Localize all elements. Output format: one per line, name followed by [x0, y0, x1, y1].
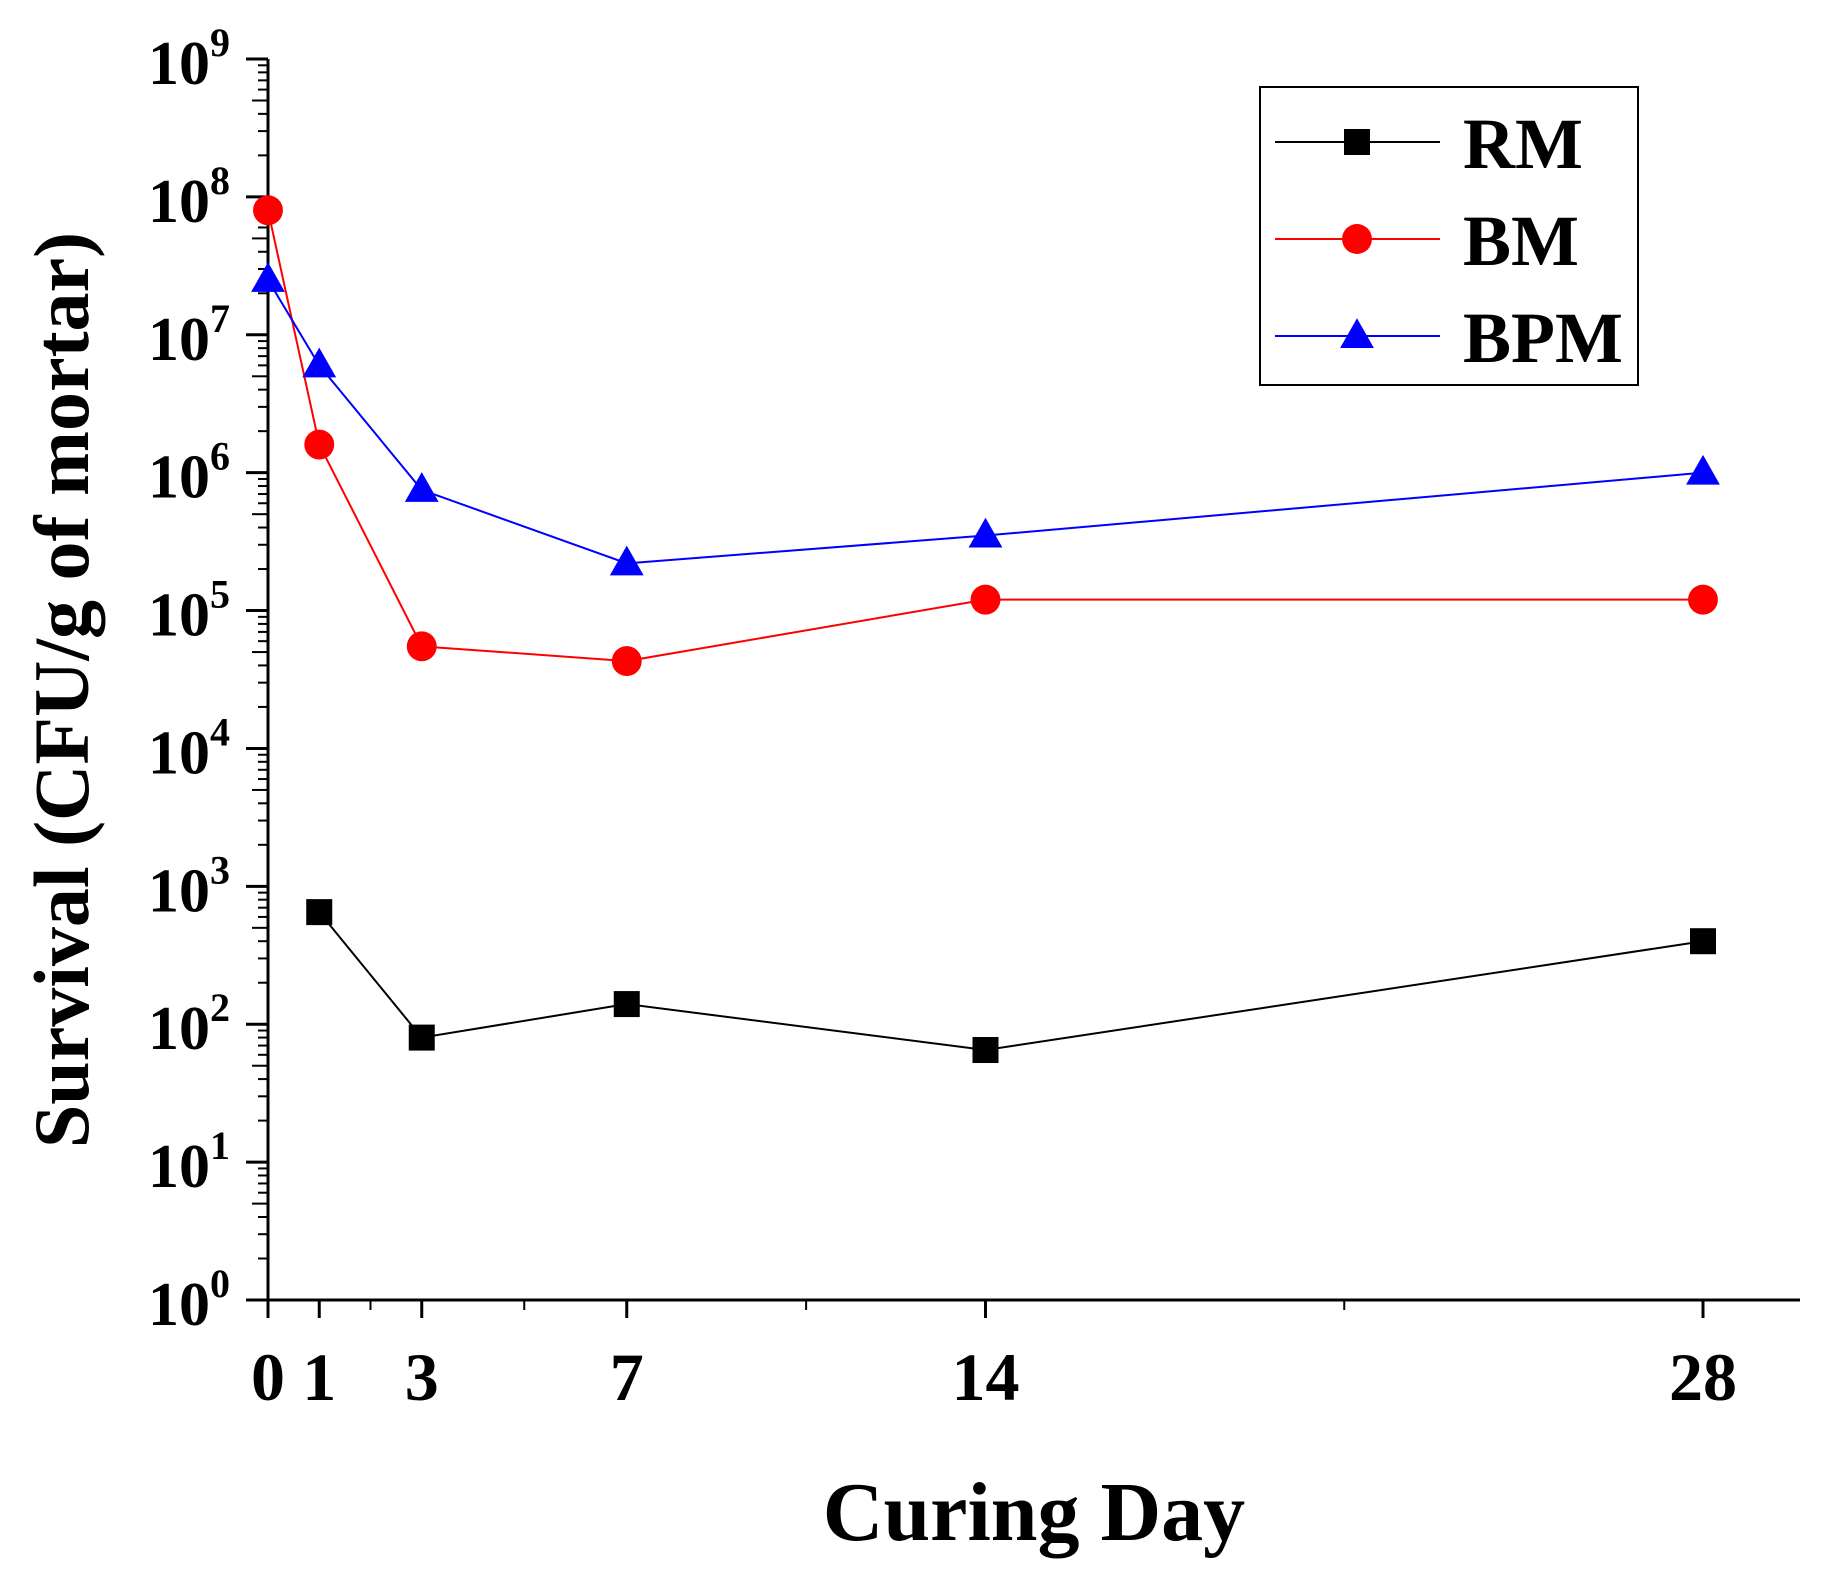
y-tick-base: 10	[148, 1133, 210, 1201]
y-tick-exponent: 6	[210, 434, 230, 479]
legend-marker-rm	[1344, 129, 1370, 155]
data-point-bpm	[968, 517, 1003, 548]
y-tick-label: 106	[148, 434, 230, 512]
data-point-bpm	[1686, 454, 1720, 485]
x-axis-title: Curing Day	[823, 1466, 1245, 1559]
y-tick-base: 10	[148, 719, 210, 787]
data-point-rm	[613, 991, 640, 1018]
y-tick-label: 101	[148, 1123, 230, 1201]
y-tick-label: 105	[148, 572, 230, 650]
legend-label-rm: RM	[1463, 104, 1583, 184]
data-point-bm	[970, 584, 1001, 615]
data-point-bm	[253, 195, 283, 226]
series-line-bpm	[267, 279, 1704, 565]
series-bpm	[251, 262, 1720, 576]
y-tick-label: 107	[148, 296, 230, 374]
y-tick-base: 10	[148, 995, 210, 1063]
y-tick-exponent: 5	[210, 572, 230, 617]
y-tick-exponent: 4	[210, 709, 230, 754]
data-point-bm	[1688, 584, 1718, 615]
series-line-rm	[318, 911, 1704, 1052]
x-ticks: 0 1 3 7 14 28	[251, 1300, 1737, 1415]
series-line-bm	[267, 210, 1703, 663]
y-tick-base: 10	[148, 30, 210, 98]
data-point-rm	[972, 1037, 999, 1064]
y-tick-label: 104	[148, 709, 230, 787]
data-point-bpm	[404, 472, 439, 502]
legend-marker-bpm	[1340, 318, 1374, 349]
y-tick-label: 108	[148, 158, 230, 236]
y-tick-exponent: 9	[210, 20, 230, 65]
series-rm	[306, 899, 1716, 1064]
data-point-rm	[1690, 928, 1716, 955]
x-tick-label: 0	[251, 1339, 285, 1415]
data-point-bpm	[302, 347, 337, 378]
data-point-rm	[306, 899, 333, 926]
data-point-bpm	[609, 545, 644, 576]
x-tick-label: 3	[405, 1339, 439, 1415]
y-axis-title: Survival (CFU/g of mortar)	[18, 232, 105, 1148]
series-bm	[253, 195, 1718, 677]
y-tick-base: 10	[148, 582, 210, 650]
y-tick-label: 100	[148, 1261, 230, 1339]
legend: RM BM BPM	[1259, 86, 1639, 386]
legend-marker-bm	[1342, 224, 1372, 254]
y-tick-base: 10	[148, 168, 210, 236]
y-tick-exponent: 0	[210, 1261, 230, 1306]
data-point-bm	[304, 429, 335, 460]
y-tick-base: 10	[148, 857, 210, 925]
series-layer	[251, 195, 1720, 1064]
data-point-rm	[408, 1024, 435, 1051]
x-tick-label: 7	[610, 1339, 644, 1415]
y-tick-exponent: 7	[210, 296, 230, 341]
y-tick-base: 10	[148, 1271, 210, 1339]
data-point-bpm	[251, 262, 285, 292]
y-tick-base: 10	[148, 306, 210, 374]
y-tick-label: 102	[148, 985, 230, 1063]
y-tick-label: 109	[148, 20, 230, 98]
x-tick-label: 14	[952, 1339, 1020, 1415]
x-tick-label: 1	[302, 1339, 336, 1415]
y-tick-label: 103	[148, 847, 230, 925]
y-tick-exponent: 2	[210, 985, 230, 1030]
y-tick-exponent: 3	[210, 847, 230, 892]
data-point-bm	[611, 646, 642, 677]
legend-label-bpm: BPM	[1463, 298, 1623, 378]
data-point-bm	[406, 631, 437, 662]
y-tick-exponent: 1	[210, 1123, 230, 1168]
y-tick-exponent: 8	[210, 158, 230, 203]
legend-label-bm: BM	[1463, 201, 1579, 281]
x-tick-label: 28	[1669, 1339, 1737, 1415]
y-tick-base: 10	[148, 444, 210, 512]
